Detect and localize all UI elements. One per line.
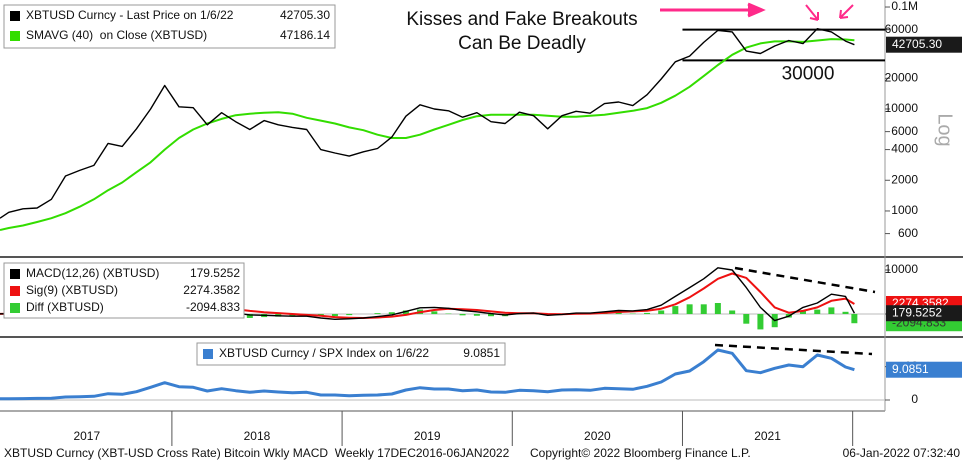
histogram-bar	[431, 311, 438, 315]
x-tick-label: 2018	[244, 429, 271, 443]
value-box	[886, 361, 962, 378]
y-tick-label: 0.1M	[891, 0, 918, 13]
histogram-bar	[402, 310, 409, 315]
histogram-bar	[246, 314, 253, 318]
y-tick-label: 4000	[891, 142, 918, 156]
y-tick-label: 10000	[885, 101, 919, 115]
trend-line	[714, 343, 873, 356]
y-tick-label: 2000	[891, 172, 918, 186]
x-tick-label: 2019	[414, 429, 441, 443]
legend-swatch	[203, 349, 213, 359]
series-line	[0, 348, 855, 401]
series-line	[0, 28, 855, 219]
legend-value: 2274.3582	[183, 283, 240, 297]
series-line	[0, 38, 855, 231]
y-tick-label: 20000	[885, 70, 919, 84]
legend-value: 179.5252	[190, 266, 240, 280]
y-tick-label: 0	[911, 392, 918, 406]
axis-label: Log	[934, 113, 956, 146]
legend-label: XBTUSD Curncy - Last Price on 1/6/22	[26, 8, 234, 22]
histogram-bar	[851, 314, 858, 324]
histogram-bar	[488, 314, 495, 317]
legend-swatch	[10, 303, 20, 313]
legend-label: SMAVG (40) on Close (XBTUSD)	[26, 28, 207, 42]
legend-swatch	[10, 286, 20, 296]
x-tick-label: 2021	[754, 429, 781, 443]
histogram-bar	[644, 312, 651, 315]
histogram-bar	[714, 303, 721, 315]
histogram-bar	[289, 314, 296, 317]
histogram-bar	[615, 312, 622, 315]
legend-label: MACD(12,26) (XBTUSD)	[26, 266, 159, 280]
histogram-bar	[743, 314, 750, 324]
y-tick-label: 600	[898, 226, 918, 240]
legend-swatch	[10, 269, 20, 279]
arrow	[660, 2, 854, 21]
histogram-bar	[814, 309, 821, 315]
histogram-bar	[473, 314, 480, 316]
footer-text: XBTUSD Curncy (XBT-USD Cross Rate) Bitco…	[4, 446, 510, 460]
y-tick-label: 60000	[885, 22, 919, 36]
legend-value: 9.0851	[463, 346, 500, 360]
histogram-bar	[828, 307, 835, 315]
x-tick-label: 2020	[584, 429, 611, 443]
legend-box	[3, 262, 245, 319]
histogram-bar	[700, 304, 707, 315]
y-tick-label: 6000	[891, 124, 918, 138]
footer-text: Copyright© 2022 Bloomberg Finance L.P.	[530, 446, 751, 460]
histogram-bar	[842, 311, 849, 315]
legend-swatch	[10, 31, 20, 41]
annotation: Can Be Deadly	[458, 33, 586, 54]
histogram-bar	[374, 313, 381, 315]
histogram-bar	[672, 306, 679, 315]
legend-swatch	[10, 11, 20, 21]
plot-area: 2017 2018 2019 2020 20210.1M6000020000100006…	[0, 0, 962, 446]
level-label: 30000	[782, 63, 835, 84]
footer-text: 06-Jan-2022 07:32:40	[843, 446, 961, 460]
legend-value: 42705.30	[280, 8, 330, 22]
x-tick-label: 2017	[73, 429, 100, 443]
y-tick-label: 1000	[891, 203, 918, 217]
histogram-bar	[658, 310, 665, 315]
legend-box	[196, 342, 506, 366]
value-box	[886, 36, 962, 53]
histogram-bar	[757, 314, 764, 330]
histogram-bar	[346, 314, 353, 316]
histogram-bar	[388, 312, 395, 315]
histogram-bar	[729, 310, 736, 315]
value-box-label: 42705.30	[892, 37, 942, 51]
trend-line	[734, 266, 876, 294]
value-box	[886, 305, 962, 322]
histogram-bar	[331, 314, 338, 317]
legend-value: -2094.833	[186, 300, 240, 314]
annotation: Kisses and Fake Breakouts	[406, 9, 637, 30]
legend-label: Sig(9) (XBTUSD)	[26, 283, 118, 297]
y-tick-label: 10000	[885, 262, 919, 276]
histogram-bar	[459, 314, 466, 316]
legend-value: 47186.14	[280, 28, 330, 42]
value-box-label: 179.5252	[892, 305, 942, 319]
histogram-bar	[686, 304, 693, 315]
legend-label: Diff (XBTUSD)	[26, 300, 104, 314]
histogram-bar	[799, 310, 806, 315]
legend-label: XBTUSD Curncy / SPX Index on 1/6/22	[219, 346, 429, 360]
legend-box	[3, 4, 336, 49]
value-box-label: 9.0851	[892, 362, 929, 376]
